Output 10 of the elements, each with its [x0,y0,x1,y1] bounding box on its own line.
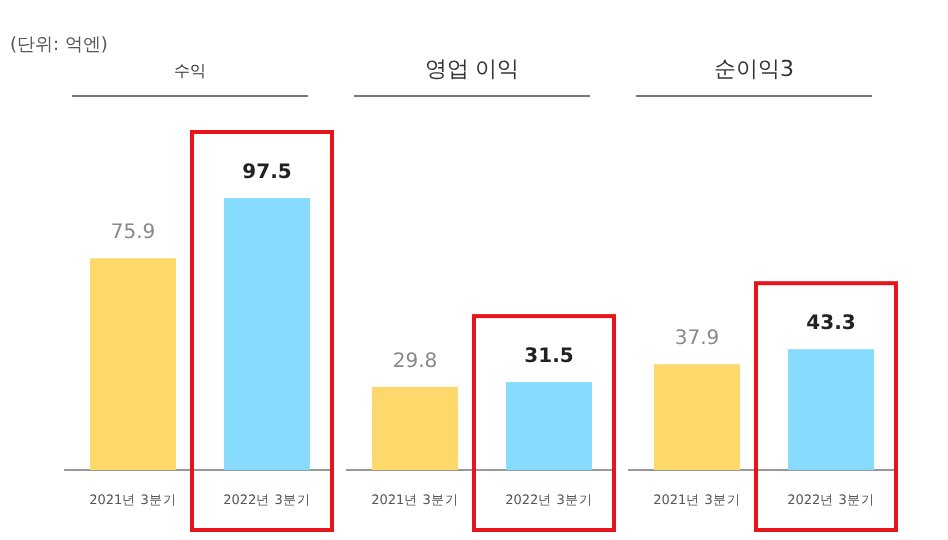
data-label: 75.9 [110,222,156,245]
data-label: 29.8 [392,350,438,373]
data-label: 37.9 [674,328,720,351]
data-label: 43.3 [806,313,856,336]
chart-title: 순이익3 [714,56,794,82]
chart-title: 영업 이익 [424,56,520,82]
text: (단위: 억엔) [10,36,108,56]
chart-title: 수익 [174,62,206,80]
data-label: 31.5 [524,346,574,369]
data-label: 97.5 [242,162,292,184]
